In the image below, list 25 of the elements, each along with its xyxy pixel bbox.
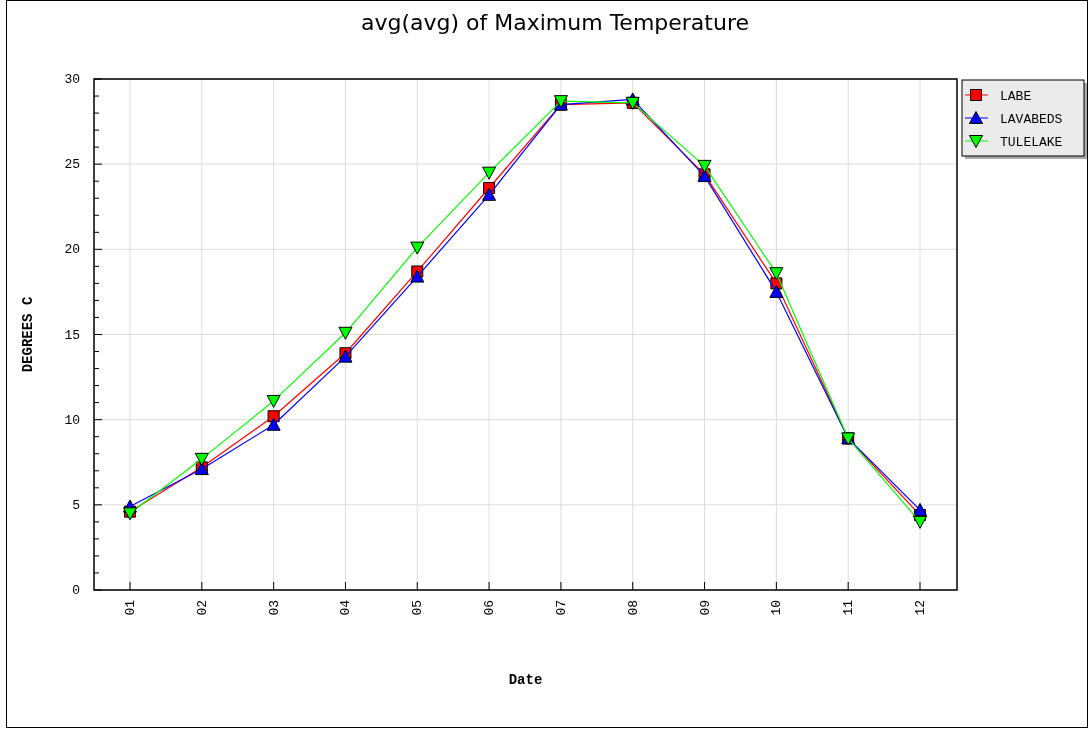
x-tick-label: 06: [482, 600, 498, 616]
x-axis-title: Date: [508, 672, 543, 688]
x-tick-label: 11: [841, 599, 857, 616]
x-tick-label: 09: [697, 600, 713, 616]
x-tick-label: 10: [769, 600, 785, 616]
y-tick-label: 5: [72, 497, 80, 513]
x-tick-label: 07: [553, 600, 569, 616]
x-tick-label: 02: [194, 600, 210, 616]
y-tick-label: 10: [64, 412, 80, 428]
legend-label: LAVABEDS: [1000, 112, 1063, 127]
x-tick-label: 04: [338, 599, 354, 616]
legend-label: TULELAKE: [1000, 135, 1063, 150]
legend-label: LABE: [1000, 89, 1032, 104]
chart-title: avg(avg) of Maximum Temperature: [360, 10, 750, 35]
x-tick-label: 01: [123, 599, 138, 616]
y-tick-label: 30: [64, 72, 80, 87]
y-tick-label: 15: [64, 327, 80, 343]
y-tick-label: 0: [72, 583, 80, 598]
x-tick-label: 03: [266, 600, 282, 616]
y-tick-label: 20: [64, 242, 80, 258]
y-axis-title: DEGREES C: [20, 296, 36, 373]
y-tick-label: 25: [64, 157, 80, 173]
x-tick-label: 05: [410, 600, 426, 616]
x-tick-label: 12: [913, 600, 928, 616]
x-tick-label: 08: [625, 600, 641, 616]
